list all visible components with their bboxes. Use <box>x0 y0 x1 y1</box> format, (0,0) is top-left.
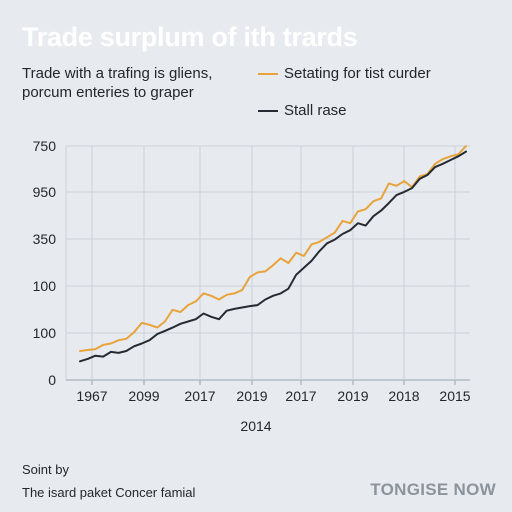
brand-logo: TONGISE NOW <box>370 480 496 499</box>
legend-item-orange: Setating for tist curder <box>258 64 431 83</box>
series-line-dark <box>79 150 467 363</box>
legend-swatch-orange <box>258 72 278 75</box>
y-tick-label: 100 <box>33 278 57 294</box>
x-tick-label: 2019 <box>236 388 267 404</box>
series-line-orange <box>79 145 467 352</box>
source-line: Soint by <box>22 462 69 477</box>
chart-title: Trade surplum of ith trards <box>22 22 358 52</box>
subtitle-line: porcum enteries to graper <box>22 84 194 101</box>
y-tick-label: 0 <box>48 372 56 388</box>
legend-label: Stall rase <box>284 102 347 119</box>
y-tick-label: 100 <box>33 325 57 341</box>
chart-legend: Setating for tist curder Stall rase <box>258 64 431 138</box>
source-note: Soint by The isard paket Concer famial <box>22 458 195 504</box>
y-tick-label: 950 <box>33 184 57 200</box>
x-tick-label: 2099 <box>128 388 159 404</box>
chart-subtitle: Trade with a trafing is gliens, porcum e… <box>22 64 212 102</box>
legend-label: Setating for tist curder <box>284 65 431 82</box>
x-tick-label: 1967 <box>76 388 107 404</box>
source-line: The isard paket Concer famial <box>22 485 196 500</box>
x-tick-label: 2017 <box>285 388 316 404</box>
x-tick-label: 2019 <box>337 388 368 404</box>
x-axis-label: 2014 <box>240 418 272 434</box>
x-tick-label: 2015 <box>439 388 470 404</box>
legend-item-dark: Stall rase <box>258 101 431 120</box>
y-tick-label: 750 <box>33 138 57 154</box>
legend-swatch-dark <box>258 109 278 112</box>
y-tick-label: 350 <box>33 231 57 247</box>
x-tick-label: 2017 <box>184 388 215 404</box>
x-tick-label: 2018 <box>388 388 419 404</box>
subtitle-line: Trade with a trafing is gliens, <box>22 65 213 82</box>
